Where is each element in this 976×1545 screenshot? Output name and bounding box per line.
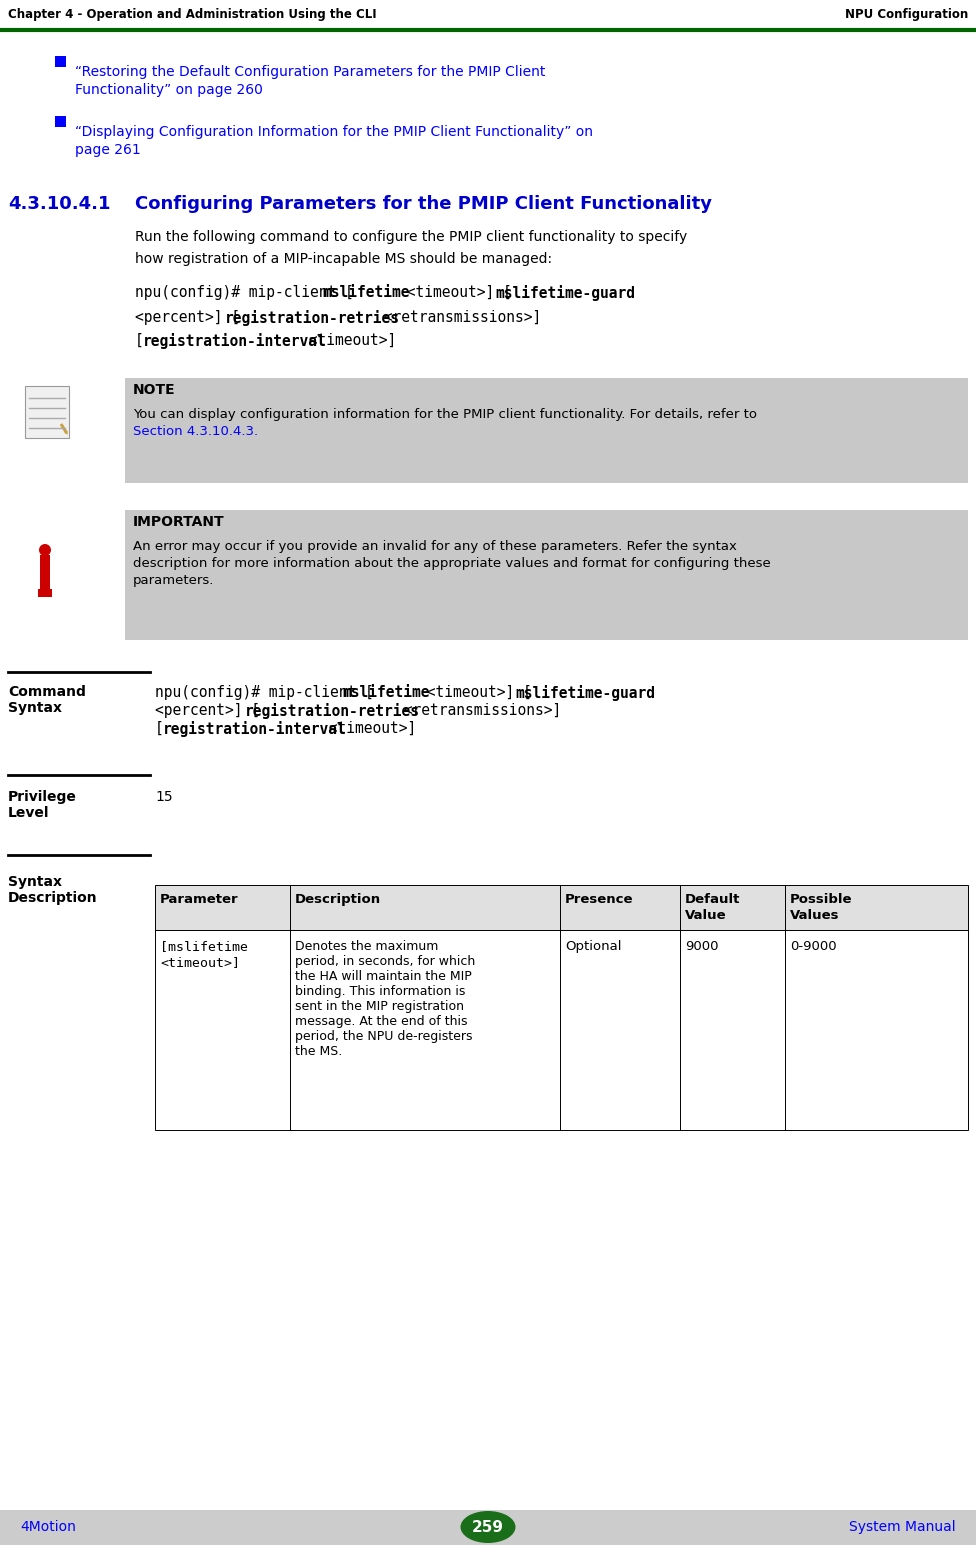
- Text: 4.3.10.4.1: 4.3.10.4.1: [8, 195, 110, 213]
- Text: mslifetime-guard: mslifetime-guard: [515, 684, 655, 701]
- Bar: [125, 379, 968, 484]
- Text: Denotes the maximum: Denotes the maximum: [295, 939, 438, 953]
- Text: mslifetime: mslifetime: [343, 684, 430, 700]
- Text: Run the following command to configure the PMIP client functionality to specify: Run the following command to configure t…: [135, 230, 687, 244]
- Text: <percent>] [: <percent>] [: [135, 311, 240, 324]
- Text: npu(config)# mip-client [: npu(config)# mip-client [: [135, 284, 353, 300]
- Text: <retransmissions>]: <retransmissions>]: [395, 703, 561, 718]
- FancyArrow shape: [60, 423, 67, 434]
- Text: 4Motion: 4Motion: [20, 1520, 76, 1534]
- Text: <timeout>]: <timeout>]: [160, 956, 240, 969]
- Text: Level: Level: [8, 806, 50, 820]
- Text: registration-interval: registration-interval: [142, 334, 326, 349]
- Bar: [155, 885, 968, 930]
- Text: the MS.: the MS.: [295, 1044, 343, 1058]
- Text: 0-9000: 0-9000: [790, 939, 836, 953]
- Text: registration-interval: registration-interval: [162, 722, 346, 737]
- Text: Values: Values: [790, 908, 839, 922]
- Text: sent in the MIP registration: sent in the MIP registration: [295, 1000, 464, 1014]
- Text: page 261: page 261: [75, 144, 141, 158]
- FancyBboxPatch shape: [25, 386, 69, 437]
- Text: Presence: Presence: [565, 893, 633, 905]
- Text: period, the NPU de-registers: period, the NPU de-registers: [295, 1031, 472, 1043]
- Text: <percent>] [: <percent>] [: [155, 703, 260, 718]
- Text: Parameter: Parameter: [160, 893, 238, 905]
- Text: registration-retries: registration-retries: [225, 311, 400, 326]
- Bar: [40, 555, 50, 590]
- Text: message. At the end of this: message. At the end of this: [295, 1015, 468, 1027]
- Text: Description: Description: [295, 893, 381, 905]
- Text: period, in seconds, for which: period, in seconds, for which: [295, 955, 475, 969]
- Text: Possible: Possible: [790, 893, 852, 905]
- Circle shape: [39, 544, 51, 556]
- Text: Value: Value: [685, 908, 726, 922]
- Text: npu(config)# mip-client [: npu(config)# mip-client [: [155, 684, 374, 700]
- Text: Syntax: Syntax: [8, 874, 62, 888]
- Text: <timeout>]: <timeout>]: [320, 722, 416, 735]
- Ellipse shape: [461, 1511, 515, 1543]
- Text: [: [: [135, 334, 143, 348]
- Text: registration-retries: registration-retries: [245, 703, 420, 718]
- Bar: [0, 1509, 976, 1545]
- Text: “Displaying Configuration Information for the PMIP Client Functionality” on: “Displaying Configuration Information fo…: [75, 125, 593, 139]
- Text: parameters.: parameters.: [133, 575, 215, 587]
- Text: [: [: [155, 722, 164, 735]
- Text: Default: Default: [685, 893, 741, 905]
- Text: [mslifetime: [mslifetime: [160, 939, 248, 953]
- Text: Optional: Optional: [565, 939, 622, 953]
- Text: NOTE: NOTE: [133, 383, 176, 397]
- Text: mslifetime: mslifetime: [322, 284, 410, 300]
- Text: <timeout>]: <timeout>]: [300, 334, 396, 348]
- Bar: [55, 116, 66, 127]
- Text: <timeout>] [: <timeout>] [: [418, 684, 531, 700]
- Bar: [38, 589, 52, 596]
- Text: Privilege: Privilege: [8, 789, 77, 803]
- Text: Syntax: Syntax: [8, 701, 62, 715]
- Text: <timeout>] [: <timeout>] [: [397, 284, 511, 300]
- Text: You can display configuration information for the PMIP client functionality. For: You can display configuration informatio…: [133, 408, 757, 420]
- Bar: [125, 510, 968, 640]
- Text: 9000: 9000: [685, 939, 718, 953]
- Text: 259: 259: [472, 1519, 504, 1534]
- Text: the HA will maintain the MIP: the HA will maintain the MIP: [295, 970, 471, 983]
- Text: An error may occur if you provide an invalid for any of these parameters. Refer : An error may occur if you provide an inv…: [133, 541, 737, 553]
- Text: Description: Description: [8, 891, 98, 905]
- Bar: [15, 379, 110, 484]
- Bar: [155, 930, 968, 1129]
- Text: IMPORTANT: IMPORTANT: [133, 514, 224, 528]
- Text: binding. This information is: binding. This information is: [295, 986, 466, 998]
- Text: mslifetime-guard: mslifetime-guard: [495, 284, 635, 301]
- Bar: [15, 510, 110, 640]
- Text: NPU Configuration: NPU Configuration: [845, 8, 968, 22]
- Text: <retransmissions>]: <retransmissions>]: [375, 311, 542, 324]
- Text: how registration of a MIP-incapable MS should be managed:: how registration of a MIP-incapable MS s…: [135, 252, 552, 266]
- Text: Functionality” on page 260: Functionality” on page 260: [75, 83, 263, 97]
- Text: Section 4.3.10.4.3.: Section 4.3.10.4.3.: [133, 425, 258, 437]
- Text: 15: 15: [155, 789, 173, 803]
- Text: description for more information about the appropriate values and format for con: description for more information about t…: [133, 558, 771, 570]
- Text: Chapter 4 - Operation and Administration Using the CLI: Chapter 4 - Operation and Administration…: [8, 8, 377, 22]
- Bar: [55, 56, 66, 66]
- Text: Command: Command: [8, 684, 86, 698]
- Text: “Restoring the Default Configuration Parameters for the PMIP Client: “Restoring the Default Configuration Par…: [75, 65, 546, 79]
- Text: Configuring Parameters for the PMIP Client Functionality: Configuring Parameters for the PMIP Clie…: [135, 195, 712, 213]
- Text: System Manual: System Manual: [849, 1520, 956, 1534]
